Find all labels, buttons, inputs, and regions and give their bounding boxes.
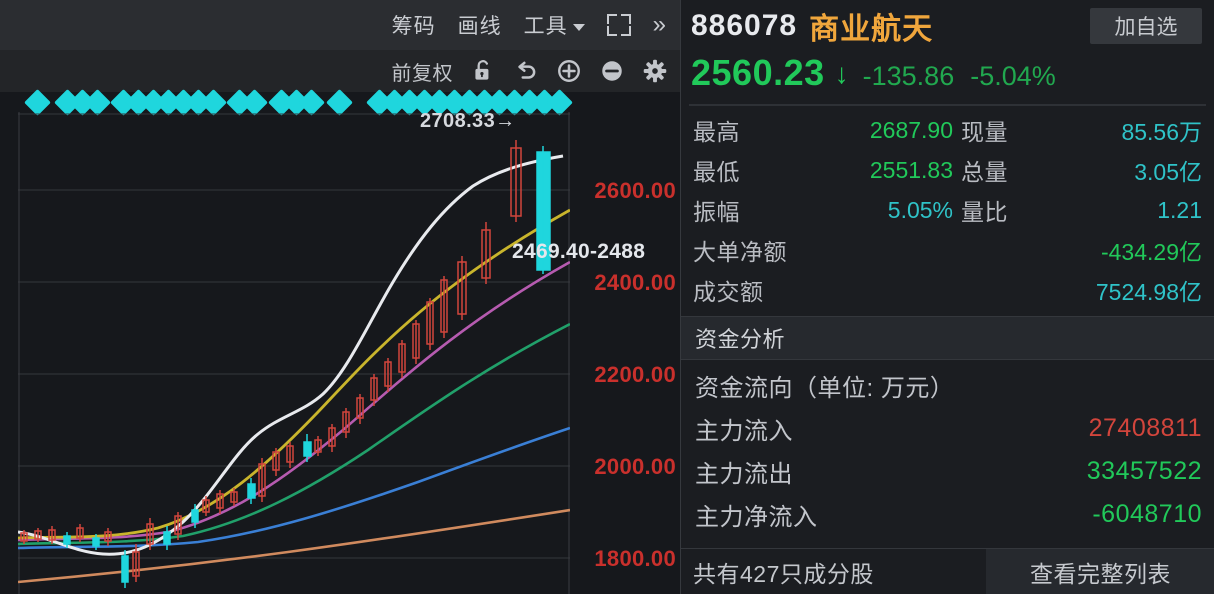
drawline-label: 画线	[457, 15, 502, 38]
chart-gridlines	[18, 112, 570, 594]
constituent-count: 共有427只成分股	[693, 560, 874, 587]
view-full-list-button[interactable]: 查看完整列表	[986, 549, 1214, 594]
instrument-name: 商业航天	[809, 13, 934, 46]
tools-menu[interactable]: 工具	[524, 10, 585, 40]
table-row: 大单净额 -434.29亿	[693, 230, 1202, 270]
stat-value-amplitude: 5.05%	[887, 196, 953, 223]
high-price-marker: 2708.33→	[420, 110, 516, 132]
ma30-line	[18, 322, 570, 546]
table-row: 最高 2687.90 现量 85.56万	[693, 110, 1202, 150]
chart-toolbar-secondary: 前复权	[0, 50, 680, 92]
chips-label: 筹码	[391, 15, 436, 38]
stat-label-bigorder-net: 大单净额	[693, 239, 787, 265]
stat-label-high: 最高	[693, 119, 740, 145]
expand-icon[interactable]	[606, 14, 631, 36]
stat-value-low: 2551.83	[869, 156, 953, 183]
quote-header: 886078 商业航天 加自选	[681, 0, 1214, 52]
view-full-list-label: 查看完整列表	[1030, 560, 1171, 587]
stat-label-totvol: 总量	[961, 159, 1008, 185]
chart-canvas-area[interactable]: 2600.00 2400.00 2200.00 2000.00 1800.00 …	[0, 89, 680, 594]
ma20-line	[18, 260, 570, 542]
list-item: 主力净流入 -6048710	[695, 493, 1202, 536]
price-summary: 2560.23 ↓ -135.86 -5.04%	[681, 52, 1214, 102]
axis-tick-label: 1800.00	[594, 546, 676, 571]
price-change: -135.86	[862, 61, 955, 91]
tools-label: 工具	[523, 15, 568, 38]
table-row: 成交额 7524.98亿	[693, 270, 1202, 310]
drawline-button[interactable]: 画线	[458, 10, 502, 40]
stat-label-low: 最低	[693, 159, 740, 185]
stat-value-bigorder-net: -434.29亿	[1100, 239, 1202, 265]
table-row: 最低 2551.83 总量 3.05亿	[693, 150, 1202, 190]
fund-outflow-value: 33457522	[1086, 457, 1202, 485]
settings-gear-icon[interactable]	[642, 58, 668, 84]
fund-netinflow-label: 主力净流入	[695, 504, 818, 531]
fund-outflow-label: 主力流出	[695, 461, 793, 488]
undo-icon[interactable]	[513, 58, 539, 84]
candlestick-series	[20, 140, 551, 588]
axis-tick-label: 2000.00	[594, 454, 676, 479]
add-to-watchlist-button[interactable]: 加自选	[1090, 8, 1202, 44]
stat-value-curvol: 85.56万	[1121, 119, 1202, 145]
signal-diamond-row	[0, 89, 680, 116]
crosshair-price-label: 2469.40-2488	[512, 240, 646, 263]
ma120-line	[18, 508, 570, 584]
zoom-out-icon[interactable]	[599, 58, 625, 84]
stat-label-curvol: 现量	[961, 119, 1008, 145]
stat-value-high: 2687.90	[869, 116, 953, 143]
chart-pane: 筹码 画线 工具 » 前复权	[0, 0, 680, 594]
panel-footer: 共有427只成分股 查看完整列表	[681, 548, 1214, 594]
chart-toolbar-primary: 筹码 画线 工具 »	[0, 0, 680, 50]
list-item: 主力流入 27408811	[695, 407, 1202, 450]
axis-tick-label: 2600.00	[594, 178, 676, 203]
axis-tick-label: 2400.00	[594, 270, 676, 295]
fund-netinflow-value: -6048710	[1092, 500, 1202, 528]
price-change-percent: -5.04%	[970, 61, 1056, 91]
fund-flow-title-row: 资金流向（单位: 万元）	[695, 364, 1202, 407]
zoom-in-icon[interactable]	[556, 58, 582, 84]
add-to-watchlist-label: 加自选	[1114, 16, 1178, 39]
chips-button[interactable]: 筹码	[392, 10, 436, 40]
fund-analysis-section-header[interactable]: 资金分析	[681, 316, 1214, 360]
price-axis: 2600.00 2400.00 2200.00 2000.00 1800.00	[578, 112, 680, 594]
divider	[689, 104, 1206, 106]
quote-stats-table: 最高 2687.90 现量 85.56万 最低 2551.83 总量 3.05亿…	[681, 106, 1214, 310]
fund-flow-list: 资金流向（单位: 万元） 主力流入 27408811 主力流出 33457522…	[681, 360, 1214, 536]
stat-label-amplitude: 振幅	[693, 199, 740, 225]
quote-panel: 886078 商业航天 加自选 2560.23 ↓ -135.86 -5.04%…	[680, 0, 1214, 594]
ma60-line	[18, 426, 570, 550]
fund-inflow-value: 27408811	[1088, 414, 1202, 442]
last-price: 2560.23	[691, 52, 825, 93]
fund-inflow-label: 主力流入	[695, 418, 793, 445]
ma5-line	[18, 154, 564, 556]
adjust-mode-button[interactable]: 前复权	[391, 62, 453, 85]
price-chart-plot[interactable]	[18, 112, 570, 594]
fund-flow-title: 资金流向（单位: 万元）	[695, 375, 955, 402]
instrument-code: 886078	[691, 9, 798, 42]
fund-analysis-title: 资金分析	[695, 327, 786, 352]
table-row: 振幅 5.05% 量比 1.21	[693, 190, 1202, 230]
down-arrow-icon: ↓	[834, 58, 849, 89]
stat-label-volratio: 量比	[961, 199, 1008, 225]
stat-value-volratio: 1.21	[1157, 196, 1202, 223]
unlock-icon[interactable]	[470, 58, 496, 84]
axis-tick-label: 2200.00	[594, 362, 676, 387]
list-item: 主力流出 33457522	[695, 450, 1202, 493]
stat-value-totvol: 3.05亿	[1134, 159, 1202, 185]
chevron-double-right-icon[interactable]: »	[652, 11, 666, 38]
chevron-down-icon	[572, 23, 585, 31]
stat-label-turnover: 成交额	[693, 279, 764, 305]
stat-value-turnover: 7524.98亿	[1095, 279, 1202, 305]
